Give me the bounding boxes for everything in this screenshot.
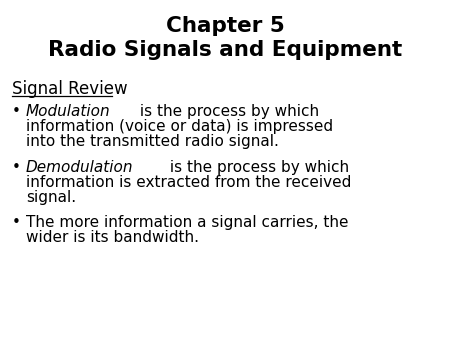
Text: information is extracted from the received: information is extracted from the receiv…	[26, 175, 351, 190]
Text: •: •	[12, 215, 21, 230]
Text: •: •	[12, 160, 21, 175]
Text: Signal Review: Signal Review	[12, 80, 128, 98]
Text: The more information a signal carries, the: The more information a signal carries, t…	[26, 215, 348, 230]
Text: wider is its bandwidth.: wider is its bandwidth.	[26, 230, 199, 245]
Text: •: •	[12, 104, 21, 119]
Text: into the transmitted radio signal.: into the transmitted radio signal.	[26, 134, 279, 149]
Text: Demodulation: Demodulation	[26, 160, 134, 175]
Text: information (voice or data) is impressed: information (voice or data) is impressed	[26, 119, 333, 134]
Text: signal.: signal.	[26, 190, 76, 205]
Text: Chapter 5: Chapter 5	[166, 16, 284, 36]
Text: Radio Signals and Equipment: Radio Signals and Equipment	[48, 40, 402, 60]
Text: Modulation: Modulation	[26, 104, 111, 119]
Text: is the process by which: is the process by which	[135, 104, 320, 119]
Text: is the process by which: is the process by which	[165, 160, 349, 175]
